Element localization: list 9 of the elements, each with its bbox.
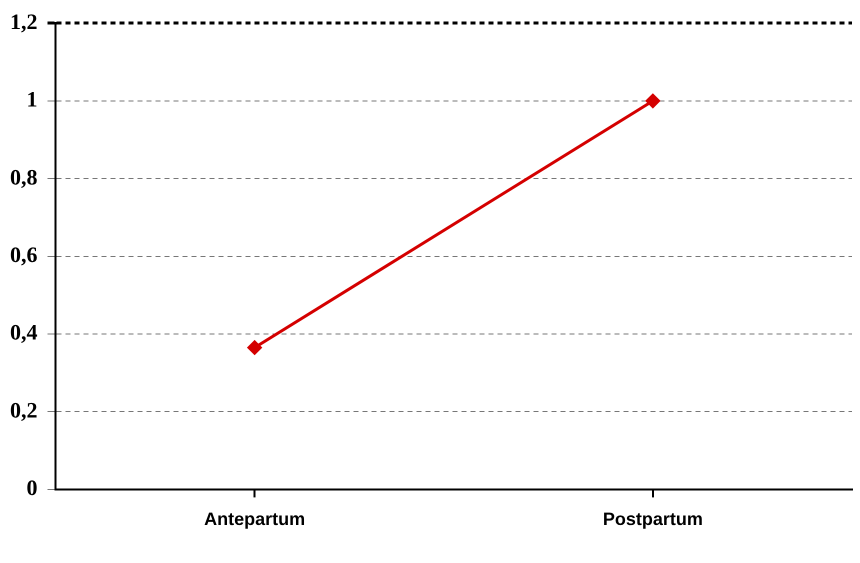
y-tick-label: 0,8 (10, 164, 38, 190)
y-tick-label: 0,6 (10, 242, 38, 267)
y-tick-label: 0,2 (10, 397, 38, 422)
y-tick-label: 0 (26, 475, 38, 500)
y-tick-label: 1 (26, 86, 38, 112)
x-tick-label: Postpartum (602, 509, 703, 530)
y-tick-label: 1,2 (10, 8, 38, 34)
x-tick-label: Antepartum (204, 509, 306, 530)
y-tick-label: 0,4 (10, 320, 38, 345)
